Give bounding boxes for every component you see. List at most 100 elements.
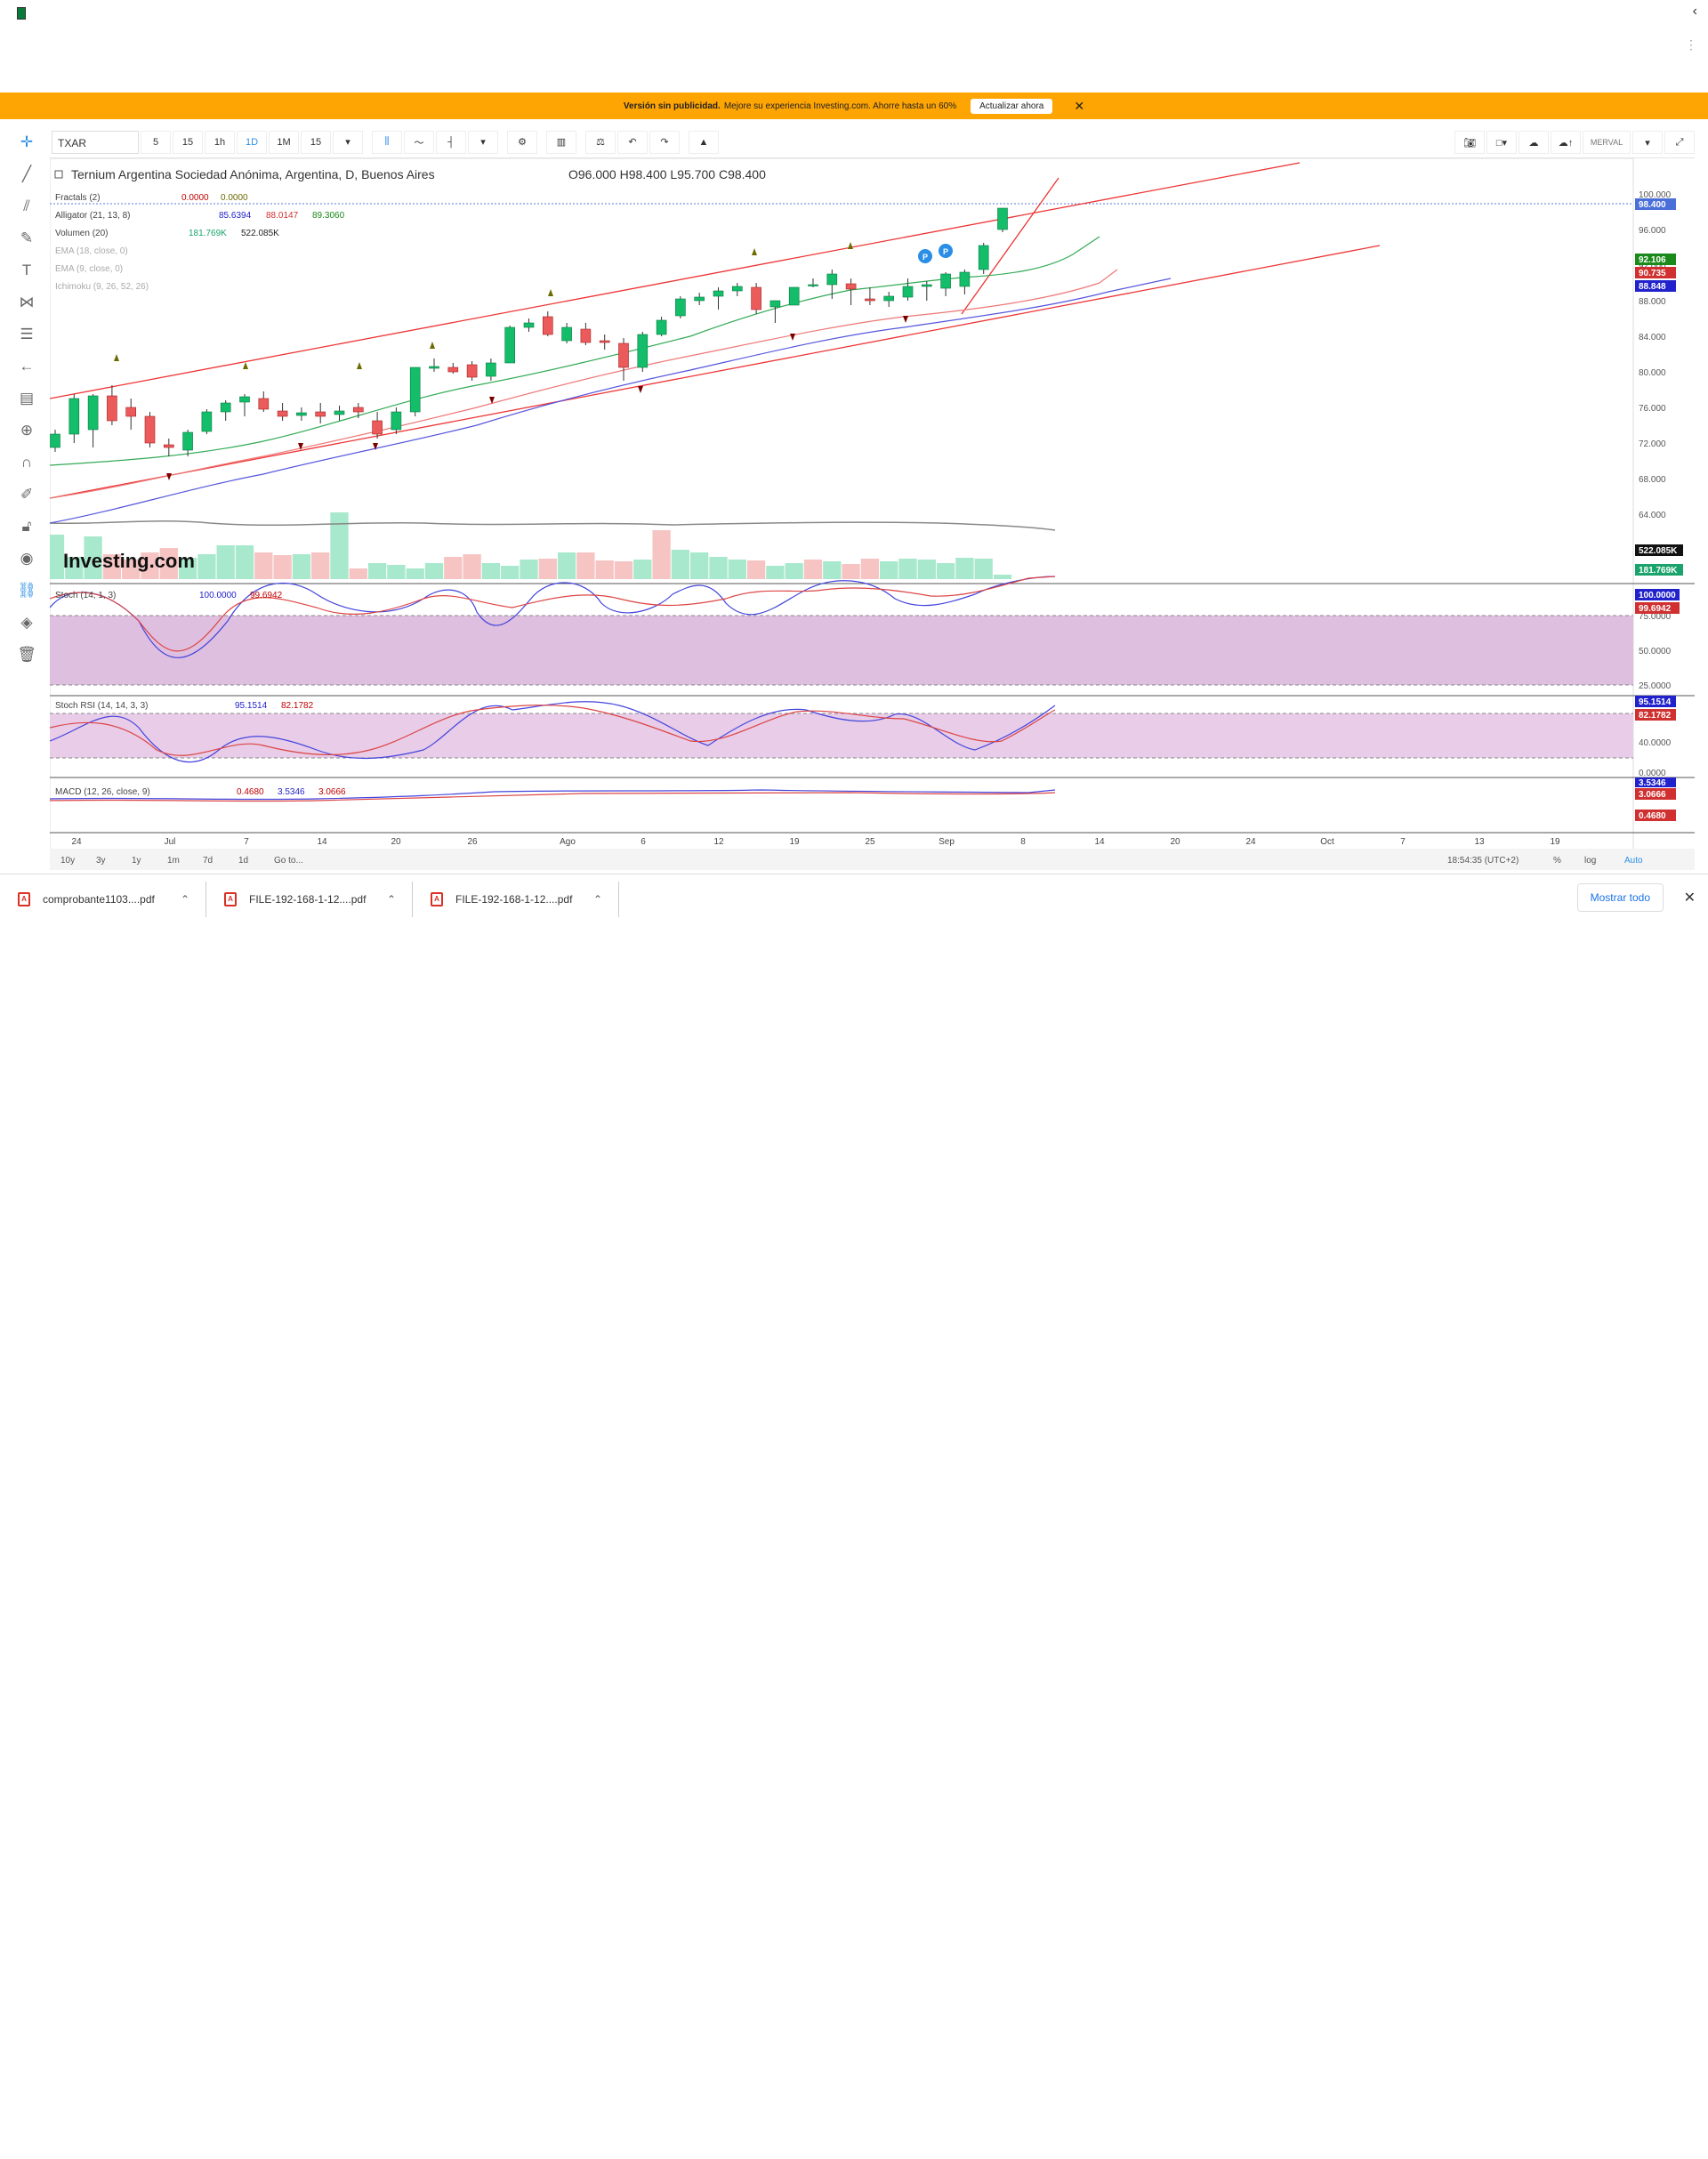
range-button[interactable]: 1y [132,856,141,866]
stoch-rsi-d-line [50,705,1056,756]
svg-text:0.4680: 0.4680 [1639,811,1666,821]
candle-body [277,410,288,417]
cloud-icon[interactable]: ☁ [1519,131,1549,154]
volume-bar [520,560,538,579]
price-chart[interactable]: 100.000 96.000 92.000 88.000 84.000 80.000 76.… [50,158,1695,870]
volume-bar [633,560,652,579]
compare-icon[interactable]: ⚖ [585,130,616,154]
price-tick-label: 96.000 [1639,226,1666,236]
candle-body [391,411,402,431]
exchange-dropdown-icon[interactable]: ▾ [1632,131,1663,154]
measure-icon[interactable]: ▤ [19,390,35,407]
volume-bar [880,561,898,579]
candle-body [902,286,914,298]
lock-icon[interactable]: 🔓︎ [21,518,32,535]
crosshair-icon[interactable]: ✛ [20,133,34,150]
stoch-k-line [50,576,1056,658]
download-item[interactable]: A FILE-192-168-1-12....pdf ⌃ [413,881,619,917]
range-button[interactable]: 1m [167,856,180,866]
range-button[interactable]: 3y [96,856,106,866]
fib-icon[interactable]: ☰ [20,326,34,342]
event-p-marker [939,244,953,258]
chevron-up-icon[interactable]: ⌃ [592,892,602,906]
scale-option[interactable]: Auto [1624,856,1643,866]
time-tick-label: 24 [1245,837,1256,847]
candle-body [334,410,345,415]
interval-15b[interactable]: 15 [301,130,331,154]
interval-1h[interactable]: 1h [205,130,235,154]
pattern-icon[interactable]: ⋈ [19,294,35,310]
trend-line-icon[interactable]: ╱ [21,165,32,182]
layout-icon[interactable]: □▾ [1486,131,1517,154]
candle-body [239,396,250,403]
magnet-icon[interactable]: ∩ [20,454,33,471]
range-button[interactable]: 1d [238,856,248,866]
fullscreen-icon[interactable]: ⤢ [1664,131,1695,154]
bars-icon[interactable]: ┤ [436,130,466,154]
undo-icon[interactable]: ↶ [617,130,648,154]
upgrade-button[interactable]: Actualizar ahora [971,98,1053,114]
back-arrow-icon[interactable]: ← [19,358,35,375]
exchange-label[interactable]: MERVAL [1583,131,1631,154]
macd-line [50,789,1056,801]
brush-icon[interactable]: ✎ [20,230,34,246]
event-markers[interactable]: P P [918,244,953,263]
show-all-button[interactable]: Mostrar todo [1576,883,1664,912]
candle-body [296,412,307,416]
alert-icon[interactable]: ▲ [689,130,719,154]
lock-brush-icon[interactable]: ✐ [20,486,34,503]
layers-icon[interactable]: ◈ [20,614,33,631]
zoom-in-icon[interactable]: ⊕ [20,422,34,439]
candle-body [429,366,439,369]
volume-bar [576,552,595,579]
range-button[interactable]: 10y [60,856,75,866]
eye-icon[interactable]: ◉ [20,550,34,567]
stoch-legend: Stoch (14, 1, 3) 100.0000 99.6942 75.000… [55,591,1672,691]
indicator-ema18: EMA (18, close, 0) [55,246,128,256]
svg-text:82.1782: 82.1782 [281,701,314,711]
interval-dropdown-icon[interactable]: ▾ [333,130,363,154]
indicators-icon[interactable]: ▥ [546,130,576,154]
interval-15[interactable]: 15 [173,130,203,154]
svg-text:95.1514: 95.1514 [1639,697,1672,707]
candles-icon[interactable]: ⫼ [372,130,402,154]
text-tool-icon[interactable]: T [21,262,32,278]
time-tick-label: 19 [1550,837,1560,847]
volume-bar [84,536,102,579]
line-chart-icon[interactable]: 〜 [404,130,434,154]
close-downloads-icon[interactable]: ✕ [1683,890,1696,906]
stoch-d-line [50,576,1056,652]
interval-5[interactable]: 5 [141,130,171,154]
interval-1m[interactable]: 1M [269,130,299,154]
settings-gear-icon[interactable]: ⚙ [507,130,537,154]
trash-icon[interactable]: 🗑︎ [17,646,36,663]
close-ad-icon[interactable]: ✕ [1074,98,1085,113]
candle-body [68,398,80,435]
download-item[interactable]: A FILE-192-168-1-12....pdf ⌃ [206,881,413,917]
favicon-icon [17,7,26,20]
chevron-up-icon[interactable]: ⌃ [386,892,396,906]
price-tick-label: 68.000 [1639,475,1666,485]
svg-text:100.0000: 100.0000 [1639,591,1676,600]
chevron-up-icon[interactable]: ⌃ [180,892,189,906]
interval-1d[interactable]: 1D [237,130,267,154]
camera-icon[interactable]: 📷︎ [1454,131,1485,154]
scale-option[interactable]: % [1553,856,1561,866]
svg-text:181.769K: 181.769K [1639,566,1678,576]
browser-top-area: ‹ ⋮ [0,0,1708,93]
link-icon[interactable]: ⛓︎ [17,582,36,599]
price-tick-label: 84.000 [1639,333,1666,342]
menu-dots-icon[interactable]: ⋮ [1685,37,1697,52]
chart-type-dropdown-icon[interactable]: ▾ [468,130,498,154]
cloud-upload-icon[interactable]: ☁↑ [1551,131,1581,154]
indicator-alligator: Alligator (21, 13, 8) [55,211,131,221]
redo-icon[interactable]: ↷ [649,130,680,154]
collapse-icon[interactable]: ‹ [1692,4,1697,19]
pitchfork-icon[interactable]: ⫽ [23,197,30,214]
range-button[interactable]: 7d [203,856,213,866]
range-button[interactable]: Go to... [274,856,303,866]
symbol-input[interactable]: TXAR [52,130,139,154]
scale-option[interactable]: log [1584,856,1596,866]
price-tick-label: 72.000 [1639,439,1666,449]
